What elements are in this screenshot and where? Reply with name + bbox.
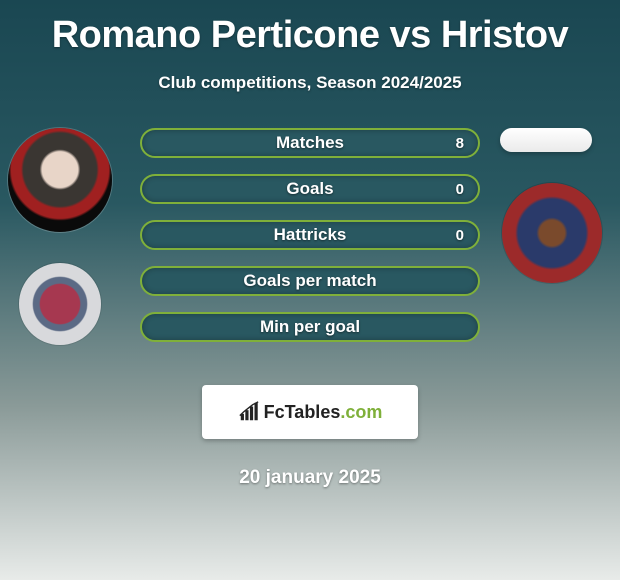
- stat-pill: Matches 8: [140, 128, 480, 158]
- stat-pill: Hattricks 0: [140, 220, 480, 250]
- stat-pill: Goals per match: [140, 266, 480, 296]
- stat-value: 0: [456, 222, 464, 248]
- page-title: Romano Perticone vs Hristov: [0, 0, 620, 57]
- date-text: 20 january 2025: [0, 467, 620, 489]
- comparison-area: Matches 8 Goals 0 Hattricks 0 Goals per …: [0, 133, 620, 393]
- player2-avatar: [500, 128, 592, 152]
- stat-pill-list: Matches 8 Goals 0 Hattricks 0 Goals per …: [140, 128, 480, 358]
- stat-pill: Min per goal: [140, 312, 480, 342]
- stat-label: Goals per match: [142, 268, 478, 294]
- bar-chart-icon: [238, 401, 260, 423]
- stat-label: Goals: [142, 176, 478, 202]
- player1-avatar: [8, 128, 112, 232]
- stat-label: Min per goal: [142, 314, 478, 340]
- stat-value: 0: [456, 176, 464, 202]
- brand-suffix: .com: [340, 402, 382, 422]
- player2-club-badge: [502, 183, 602, 283]
- stat-pill: Goals 0: [140, 174, 480, 204]
- player1-club-badge: [19, 263, 101, 345]
- brand-name: FcTables: [264, 402, 341, 422]
- stat-label: Hattricks: [142, 222, 478, 248]
- brand-text: FcTables.com: [264, 402, 383, 423]
- stat-label: Matches: [142, 130, 478, 156]
- stat-value: 8: [456, 130, 464, 156]
- brand-box[interactable]: FcTables.com: [202, 385, 418, 439]
- subtitle: Club competitions, Season 2024/2025: [0, 73, 620, 93]
